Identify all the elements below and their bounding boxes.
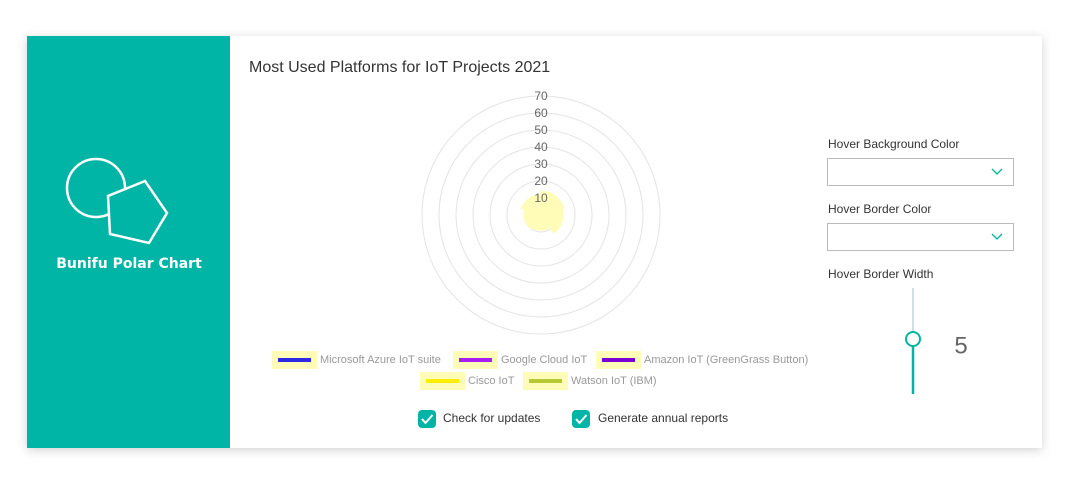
legend-label: Cisco IoT xyxy=(468,375,515,387)
grid-ring xyxy=(506,180,576,250)
radial-tick-label: 20 xyxy=(534,174,548,188)
chart-title: Most Used Platforms for IoT Projects 202… xyxy=(249,59,550,76)
checkbox-box[interactable] xyxy=(572,410,590,428)
grid-ring xyxy=(421,95,661,335)
legend-label: Google Cloud IoT xyxy=(501,354,587,366)
checkbox[interactable]: Check for updates xyxy=(418,410,540,428)
grid-ring xyxy=(438,112,644,318)
grid-ring xyxy=(489,163,593,267)
checkbox-label[interactable]: Generate annual reports xyxy=(598,411,728,425)
radial-tick-label: 70 xyxy=(534,89,548,103)
grid-ring xyxy=(472,146,610,284)
check-icon xyxy=(421,414,434,425)
dropdown[interactable] xyxy=(827,158,1014,186)
checkbox-label[interactable]: Check for updates xyxy=(443,411,540,425)
legend-label: Microsoft Azure IoT suite xyxy=(320,354,441,366)
slider-value: 5 xyxy=(954,332,967,359)
sidebar-title: Bunifu Polar Chart xyxy=(56,256,202,272)
checkbox-box[interactable] xyxy=(418,410,436,428)
check-icon xyxy=(575,414,588,425)
logo-pentagon xyxy=(106,179,169,245)
polar-segment xyxy=(540,207,564,234)
dropdown-chevron xyxy=(991,233,1003,240)
field-label: Hover Border Width xyxy=(828,267,933,281)
slider-thumb[interactable] xyxy=(905,331,921,347)
grid-ring xyxy=(455,129,627,301)
dropdown[interactable] xyxy=(827,223,1014,251)
legend-label: Watson IoT (IBM) xyxy=(571,375,657,387)
radial-tick-label: 60 xyxy=(534,106,548,120)
legend-label: Amazon IoT (GreenGrass Button) xyxy=(644,354,808,366)
sidebar xyxy=(27,36,230,448)
legend: Microsoft Azure IoT suite Google Cloud Io… xyxy=(272,351,808,390)
field-label: Hover Background Color xyxy=(828,137,959,151)
polar-chart: 10 20 30 40 50 60 70 xyxy=(421,89,661,335)
radial-tick-label: 30 xyxy=(534,157,548,171)
dropdown-chevron xyxy=(991,168,1003,175)
checkbox[interactable]: Generate annual reports xyxy=(572,410,728,428)
radial-tick-label: 40 xyxy=(534,140,548,154)
polar-segment xyxy=(520,194,542,216)
radial-tick-label: 10 xyxy=(534,191,548,205)
radial-tick-label: 50 xyxy=(534,123,548,137)
field-label: Hover Border Color xyxy=(828,202,931,216)
